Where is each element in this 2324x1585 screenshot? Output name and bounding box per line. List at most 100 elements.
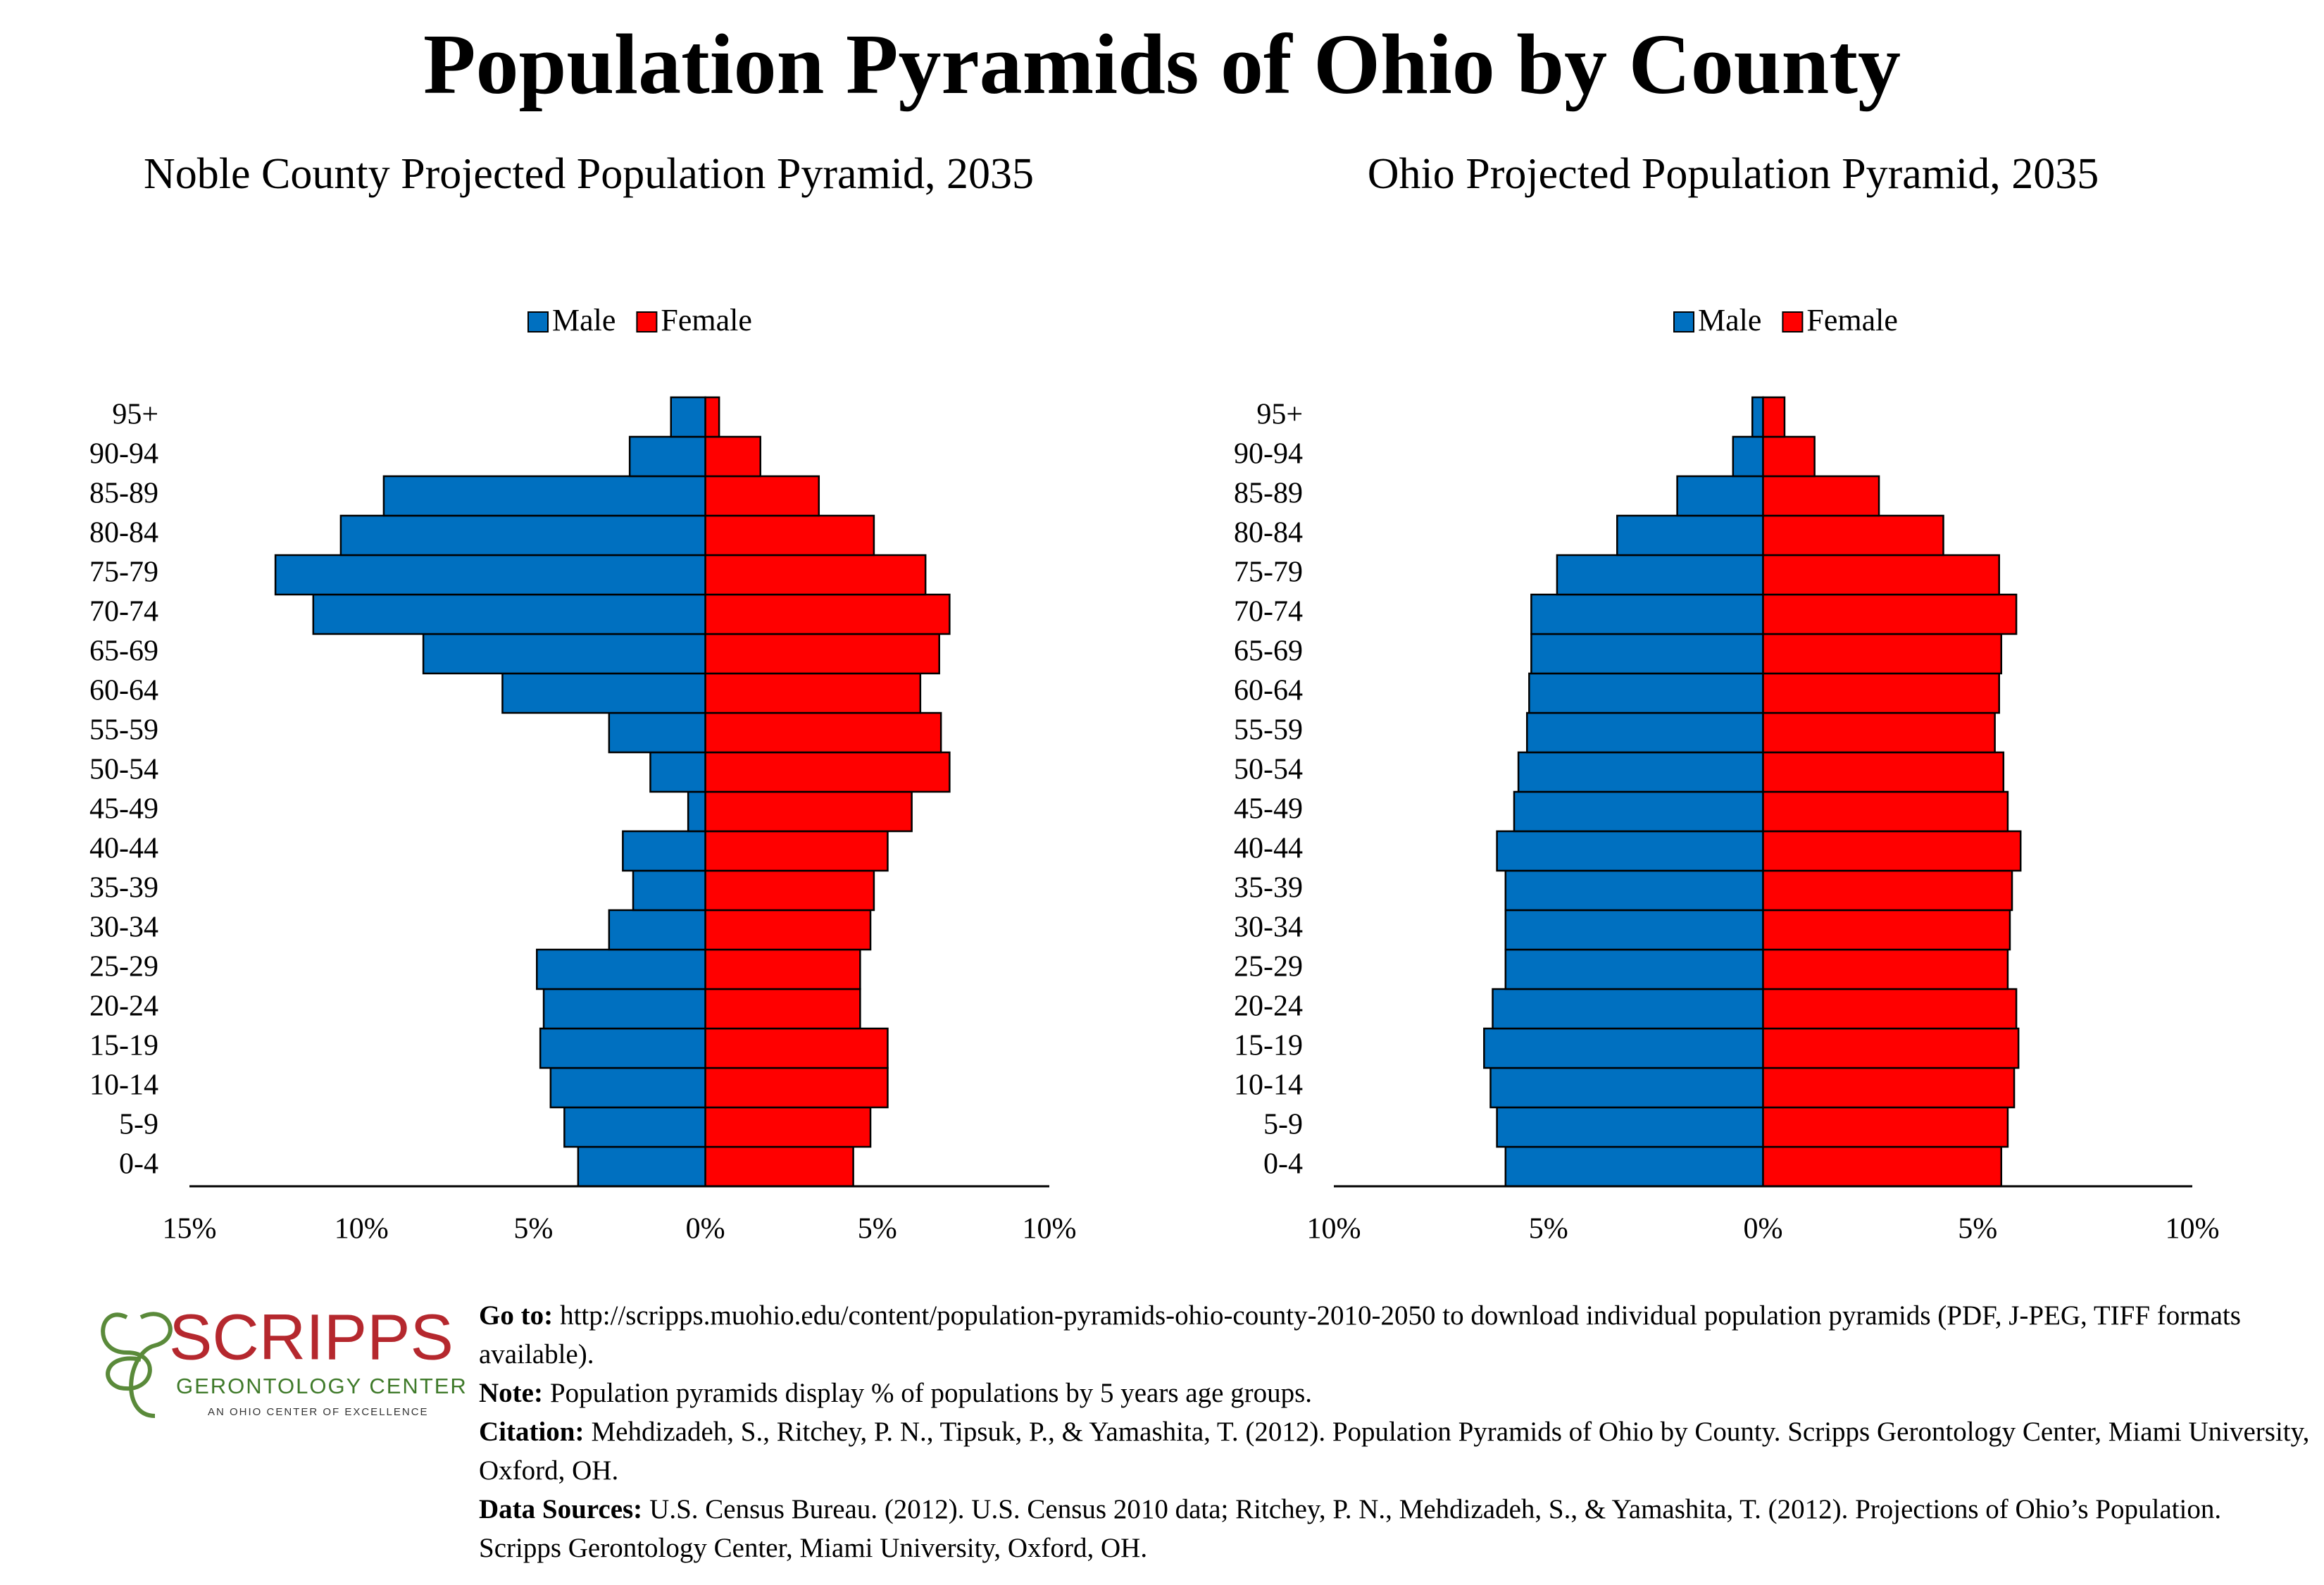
bar (501, 672, 706, 714)
bar (339, 514, 706, 557)
y-tick-label: 40-44 (1234, 833, 1303, 865)
bar (1483, 1027, 1764, 1069)
x-tick-label: 5% (858, 1213, 897, 1245)
bar (1496, 830, 1764, 872)
bar (704, 948, 861, 990)
bar (1528, 672, 1764, 714)
bar (312, 593, 706, 635)
bar (1530, 593, 1764, 635)
bar (563, 1106, 706, 1148)
bar (1492, 988, 1764, 1030)
bar (1489, 1067, 1764, 1109)
y-tick-label: 20-24 (89, 990, 158, 1023)
bar (382, 475, 706, 517)
bar (549, 1067, 706, 1109)
y-tick-label: 0-4 (119, 1148, 158, 1181)
y-tick-label: 0-4 (1263, 1148, 1303, 1181)
bar (704, 672, 922, 714)
bar (704, 633, 940, 675)
bar (704, 1027, 889, 1069)
logo-swirl (101, 1312, 173, 1418)
y-tick-label: 15-19 (89, 1030, 158, 1062)
legend-label: Male (552, 303, 616, 337)
bar (1762, 909, 2011, 951)
bar (704, 751, 951, 793)
bar (704, 830, 889, 872)
bar (1762, 435, 1816, 478)
bar (1530, 633, 1764, 675)
y-tick-label: 95+ (1256, 399, 1303, 431)
y-tick-label: 70-74 (89, 596, 158, 628)
y-tick-label: 5-9 (119, 1109, 158, 1141)
legend-label: Male (1698, 303, 1761, 337)
x-tick-label: 0% (1744, 1213, 1783, 1245)
y-tick-label: 85-89 (1234, 478, 1303, 510)
bar (704, 1067, 889, 1109)
logo-name: SCRIPPS (169, 1301, 454, 1373)
bar (1762, 633, 2003, 675)
y-tick-label: 15-19 (1234, 1030, 1303, 1062)
y-tick-label: 70-74 (1234, 596, 1303, 628)
y-tick-label: 55-59 (89, 714, 158, 747)
legend-swatch (527, 311, 549, 332)
bar (1762, 711, 1996, 754)
bar (649, 751, 706, 793)
y-tick-label: 55-59 (1234, 714, 1303, 747)
bar (704, 869, 875, 912)
bar (704, 1106, 872, 1148)
logo: SCRIPPS GERONTOLOGY CENTER AN OHIO CENTE… (101, 1301, 466, 1418)
y-tick-label: 80-84 (1234, 517, 1303, 549)
bar (1504, 1145, 1764, 1188)
footer-text: Population pyramids display % of populat… (549, 1378, 1313, 1408)
footer-line: Note: Population pyramids display % of po… (479, 1374, 2310, 1412)
y-tick-label: 35-39 (1234, 872, 1303, 905)
bar (704, 1145, 854, 1188)
bar (622, 830, 706, 872)
bar (704, 790, 913, 833)
x-tick-label: 10% (335, 1213, 389, 1245)
legend-swatch (636, 311, 658, 332)
y-tick-label: 45-49 (89, 793, 158, 826)
bar (704, 988, 861, 1030)
x-tick-label: 10% (2166, 1213, 2220, 1245)
y-tick-label: 40-44 (89, 833, 158, 865)
y-tick-label: 50-54 (1234, 754, 1303, 786)
y-tick-label: 35-39 (89, 872, 158, 905)
bar (274, 554, 706, 596)
bar (539, 1027, 706, 1069)
bar (1504, 869, 1764, 912)
y-tick-label: 60-64 (1234, 675, 1303, 707)
bar (670, 396, 706, 438)
bar (1762, 790, 2009, 833)
y-tick-label: 30-34 (1234, 912, 1303, 944)
bar (1676, 475, 1764, 517)
y-tick-label: 65-69 (89, 635, 158, 668)
bar (628, 435, 706, 478)
x-tick-label: 10% (1023, 1213, 1077, 1245)
bar (704, 909, 872, 951)
y-tick-label: 90-94 (89, 438, 158, 471)
bar (1762, 1145, 2003, 1188)
bar (1762, 751, 2005, 793)
bar (1762, 672, 2000, 714)
bar (1762, 1106, 2009, 1148)
bar (1762, 988, 2018, 1030)
footer-label: Data Sources: (479, 1494, 643, 1524)
bar (1762, 1067, 2016, 1109)
y-tick-label: 80-84 (89, 517, 158, 549)
bar (542, 988, 706, 1030)
y-tick-label: 20-24 (1234, 990, 1303, 1023)
footer-label: Citation: (479, 1417, 585, 1447)
bar (1751, 396, 1764, 438)
bar (577, 1145, 706, 1188)
bar (1496, 1106, 1764, 1148)
bar (1732, 435, 1764, 478)
bar (1762, 554, 2000, 596)
footer-text: Mehdizadeh, S., Ritchey, P. N., Tipsuk, … (479, 1417, 2310, 1486)
bar (1762, 1027, 2020, 1069)
charts: Population Pyramids of Ohio by County No… (89, 17, 2220, 1245)
bar (608, 711, 706, 754)
x-tick-label: 5% (1958, 1213, 1997, 1245)
legend-label: Female (661, 303, 752, 337)
